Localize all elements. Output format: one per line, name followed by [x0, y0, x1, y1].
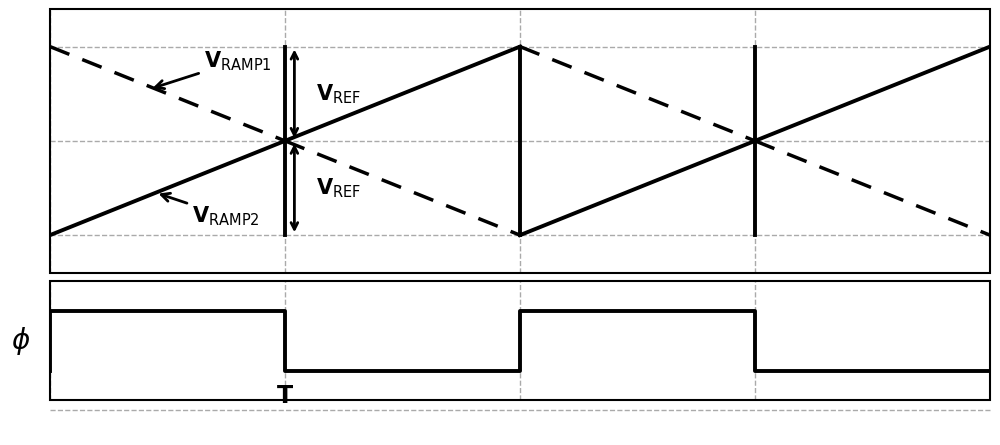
Text: V$_\mathrm{REF}$: V$_\mathrm{REF}$: [316, 82, 361, 105]
Text: V$_\mathrm{REF}$: V$_\mathrm{REF}$: [316, 176, 361, 200]
Bar: [50, 9, 990, 273]
Text: V$_\mathrm{RAMP2}$: V$_\mathrm{RAMP2}$: [161, 193, 260, 228]
Text: $\phi$: $\phi$: [11, 324, 30, 356]
Bar: [50, 280, 990, 400]
Text: T: T: [277, 384, 293, 408]
Text: V$_\mathrm{RAMP1}$: V$_\mathrm{RAMP1}$: [155, 49, 272, 89]
